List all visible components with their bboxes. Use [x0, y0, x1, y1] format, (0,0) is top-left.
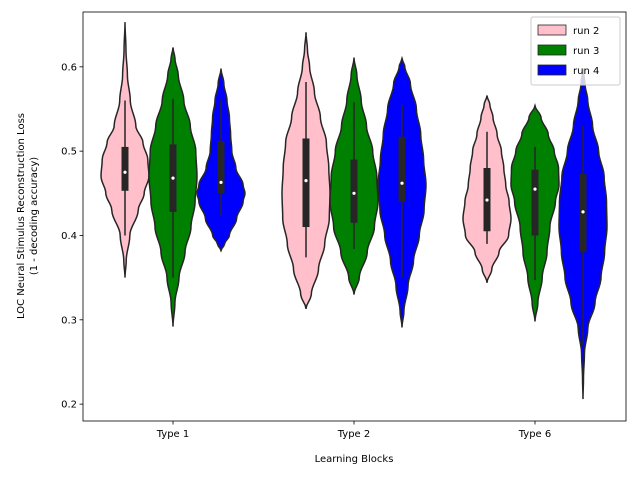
y-tick-label: 0.5 — [61, 147, 77, 158]
x-axis-ticks: Type 1 Type 2 Type 6 — [156, 421, 552, 440]
violin-iqr-box — [217, 141, 225, 194]
y-tick-label: 0.6 — [61, 62, 77, 73]
violin-median-dot — [219, 180, 223, 184]
legend-swatch — [537, 64, 567, 76]
legend-label: run 3 — [573, 46, 599, 57]
legend-swatch — [537, 24, 567, 36]
x-tick-label: Type 2 — [337, 429, 371, 440]
violin-median-dot — [171, 176, 175, 180]
violin-group — [100, 22, 608, 400]
x-tick-label: Type 6 — [518, 429, 552, 440]
violin-median-dot — [533, 187, 537, 191]
violin-median-dot — [581, 210, 585, 214]
violin-iqr-box — [398, 136, 406, 202]
violin-median-dot — [304, 179, 308, 183]
legend-swatch — [537, 44, 567, 56]
y-tick-label: 0.4 — [61, 231, 77, 242]
violin-median-dot — [123, 170, 127, 174]
legend-label: run 4 — [573, 66, 599, 77]
violin-median-dot — [485, 198, 489, 202]
legend-label: run 2 — [573, 26, 599, 37]
y-axis-ticks: 0.2 0.3 0.4 0.5 0.6 — [61, 62, 83, 411]
legend: run 2 run 3 run 4 — [530, 16, 621, 86]
violin-iqr-box — [531, 169, 539, 236]
y-axis-label-line-2: (1 - decoding accuracy) — [29, 157, 40, 275]
violin-median-dot — [400, 181, 404, 185]
y-tick-label: 0.2 — [61, 400, 77, 411]
violin-iqr-box — [350, 159, 358, 223]
violin-iqr-box — [121, 146, 129, 191]
violin-median-dot — [352, 191, 356, 195]
y-axis-label-line-1: LOC Neural Stimulus Reconstruction Loss — [16, 113, 27, 319]
x-tick-label: Type 1 — [156, 429, 190, 440]
violin-iqr-box — [302, 138, 310, 228]
x-axis-label: Learning Blocks — [315, 454, 394, 465]
y-tick-label: 0.3 — [61, 315, 77, 326]
